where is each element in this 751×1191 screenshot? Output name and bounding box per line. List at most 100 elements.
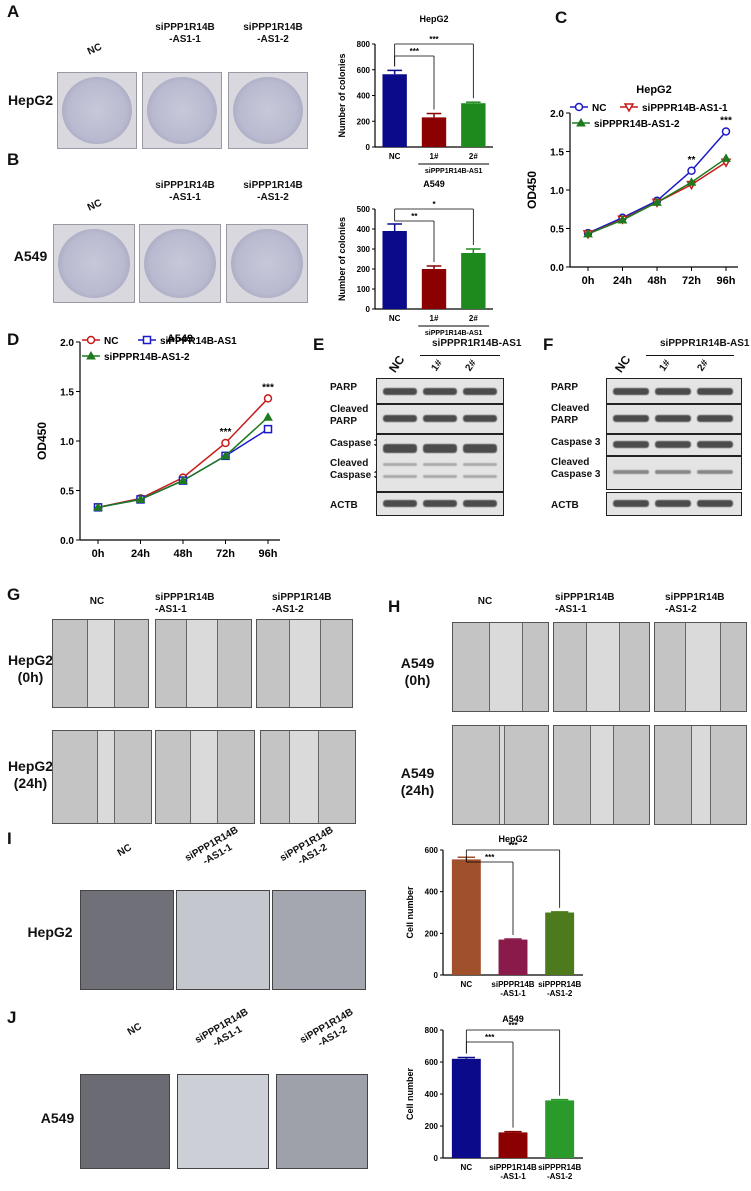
y-axis-label: Number of colonies bbox=[337, 53, 347, 137]
e-blot-cleaved-parp bbox=[376, 404, 504, 434]
bar bbox=[461, 103, 486, 147]
h-wound-si1-24h bbox=[553, 725, 650, 825]
x-tick-label: NC bbox=[389, 152, 401, 161]
y-tick-label: 0.5 bbox=[550, 225, 564, 236]
legend-label: siPPPR14B-AS1-1 bbox=[642, 103, 728, 114]
e-row-actb: ACTB bbox=[330, 500, 358, 511]
chart-title: A549 bbox=[423, 179, 445, 189]
y-tick-label: 200 bbox=[425, 929, 439, 938]
panel-letter-j: J bbox=[7, 1008, 17, 1027]
series-line bbox=[587, 157, 727, 235]
h-row-label-0h: A549 (0h) bbox=[400, 655, 435, 688]
x-tick-label: 2# bbox=[469, 314, 478, 323]
j-row-label: A549 bbox=[40, 1110, 75, 1126]
panel-letter-f: F bbox=[543, 335, 554, 354]
bar bbox=[421, 269, 447, 309]
legend-label: siPPPR14B-AS1-2 bbox=[594, 119, 680, 130]
panel-letter-g: G bbox=[7, 585, 21, 604]
f-blot-cleaved-parp bbox=[606, 404, 742, 434]
data-point bbox=[652, 197, 662, 206]
h-wound-si2-24h bbox=[654, 725, 747, 825]
y-tick-label: 2.0 bbox=[550, 109, 564, 120]
e-blot-casp3 bbox=[376, 434, 504, 492]
chart-d-line: A549 0.0 0.5 1.0 1.5 2.0 0h 24h 48h 72h 96h OD450 NC… bbox=[35, 333, 280, 560]
bar bbox=[451, 1058, 481, 1158]
x-tick-label: 0h bbox=[92, 548, 105, 560]
data-point bbox=[221, 438, 230, 448]
data-point bbox=[142, 335, 152, 345]
y-axis-label: OD450 bbox=[35, 422, 49, 460]
y-tick-label: 200 bbox=[425, 1122, 439, 1131]
f-blot-actb bbox=[606, 492, 742, 516]
g-row-label-24h: HepG2 (24h) bbox=[7, 758, 54, 791]
y-tick-label: 1.0 bbox=[550, 186, 564, 197]
f-blot-casp3 bbox=[606, 434, 742, 456]
g-wound-nc-0h bbox=[52, 619, 149, 708]
e-blot-actb bbox=[376, 492, 504, 516]
y-tick-label: 800 bbox=[357, 40, 371, 49]
y-tick-label: 200 bbox=[357, 265, 371, 274]
g-col-label-si2: siPPP1R14B -AS1-2 bbox=[272, 592, 332, 615]
a-col-label-si2: siPPP1R14B -AS1-2 bbox=[243, 22, 303, 45]
f-lane-2: 2# bbox=[695, 358, 711, 374]
sig-label: *** bbox=[429, 35, 439, 44]
b-col-label-si1: siPPP1R14B -AS1-1 bbox=[155, 180, 215, 203]
b-row-label: A549 bbox=[13, 248, 48, 264]
sig-label: *** bbox=[220, 427, 232, 438]
j-trans-nc bbox=[80, 1074, 170, 1169]
legend-label: siPPPR14B-AS1-2 bbox=[104, 352, 190, 363]
x-tick-label: 2# bbox=[469, 152, 478, 161]
f-blot-parp bbox=[606, 378, 742, 404]
a-dish-si1 bbox=[142, 72, 222, 149]
panel-letter-e: E bbox=[313, 335, 325, 354]
y-tick-label: 1.0 bbox=[60, 437, 74, 448]
chart-a-bar: HepG2 0 200 400 600 800 Number of colonies NC 1#… bbox=[337, 14, 493, 175]
y-tick-label: 0 bbox=[366, 305, 371, 314]
bar bbox=[451, 859, 481, 975]
y-tick-label: 400 bbox=[357, 225, 371, 234]
x-tick-label: 24h bbox=[131, 548, 150, 560]
e-header-line bbox=[420, 355, 500, 356]
sig-label: *** bbox=[485, 853, 495, 862]
e-row-casp3: Caspase 3 bbox=[330, 438, 380, 449]
i-trans-si2 bbox=[272, 890, 366, 990]
y-tick-label: 300 bbox=[357, 245, 371, 254]
x-tick-label: 72h bbox=[216, 548, 235, 560]
data-point bbox=[721, 127, 731, 136]
data-point bbox=[263, 412, 273, 421]
legend-label: NC bbox=[592, 103, 606, 114]
i-trans-nc bbox=[80, 890, 174, 990]
f-row-cleaved-parp: Cleaved PARP bbox=[551, 403, 590, 426]
j-col-label-si1: siPPP1R14B -AS1-1 bbox=[193, 1006, 251, 1050]
sig-label: *** bbox=[508, 841, 518, 850]
j-col-label-si2: siPPP1R14B -AS1-2 bbox=[298, 1006, 356, 1050]
bar bbox=[382, 74, 407, 147]
y-tick-label: 0.0 bbox=[550, 263, 564, 274]
y-tick-label: 0.5 bbox=[60, 487, 74, 498]
data-point bbox=[263, 424, 273, 434]
x-tick-label: 96h bbox=[259, 548, 278, 560]
x-tick-label: 24h bbox=[613, 275, 632, 287]
sig-label: *** bbox=[508, 1021, 518, 1030]
f-row-parp: PARP bbox=[551, 382, 579, 393]
panel-letter-i: I bbox=[7, 829, 12, 848]
i-col-label-nc: NC bbox=[115, 842, 134, 859]
y-tick-label: 0 bbox=[434, 1154, 439, 1163]
bar bbox=[382, 231, 407, 309]
y-tick-label: 100 bbox=[357, 285, 371, 294]
series-line bbox=[97, 397, 269, 509]
chart-j-bar: A549 0 200 400 600 800 Cell number NC siPPP1R14B… bbox=[405, 1014, 583, 1181]
y-tick-label: 600 bbox=[425, 846, 439, 855]
y-tick-label: 400 bbox=[425, 1090, 439, 1099]
f-row-cleaved-casp3: Cleaved Caspase 3 bbox=[551, 457, 601, 480]
a-dish-nc bbox=[57, 72, 137, 149]
a-col-label-nc: NC bbox=[85, 41, 104, 58]
j-col-label-nc: NC bbox=[125, 1021, 144, 1038]
y-tick-label: 600 bbox=[425, 1058, 439, 1067]
sig-label: ** bbox=[411, 212, 418, 221]
b-dish-si1 bbox=[139, 224, 221, 303]
g-wound-nc-24h bbox=[52, 730, 152, 824]
y-tick-label: 1.5 bbox=[550, 148, 564, 159]
f-blot-cleaved-casp3 bbox=[606, 456, 742, 490]
chart-b-bar: A549 0 100 200 300 400 500 Number of colonies NC… bbox=[337, 179, 493, 335]
